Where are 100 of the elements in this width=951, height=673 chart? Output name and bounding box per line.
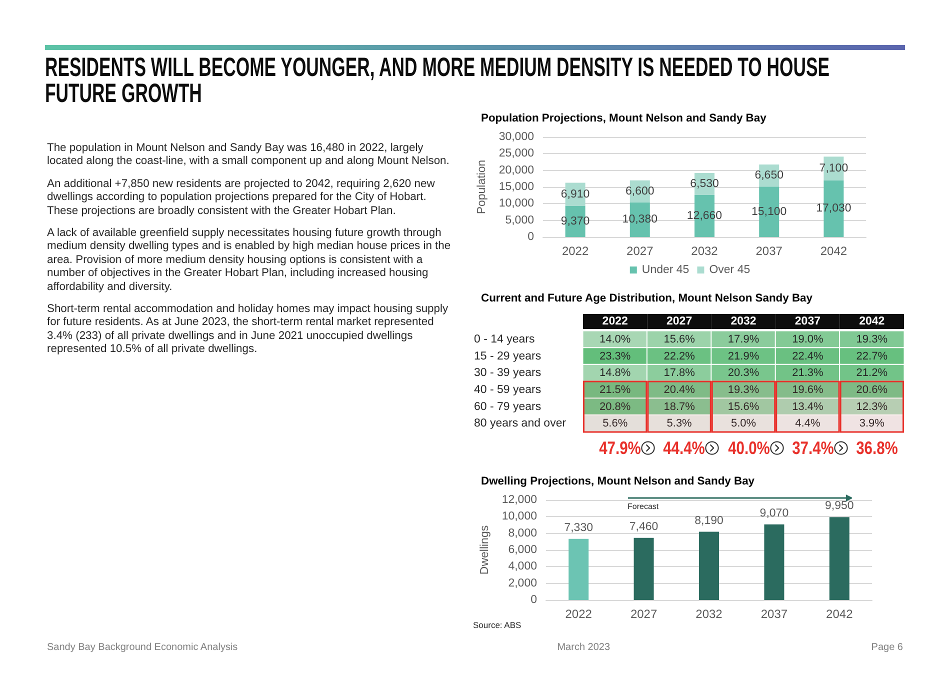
data-label: 12.3% bbox=[856, 400, 888, 413]
chart-title: Dwelling Projections, Mount Nelson and Sandy Bay bbox=[481, 476, 756, 488]
x-tick-label: 2042 bbox=[820, 244, 848, 258]
data-label: 19.0% bbox=[792, 333, 824, 346]
text: RESIDENTS WILL BECOME YOUNGER, AND MORE MEDIUM DENSITY IS NEEDED TO HOUSE FUTURE GROWTH bbox=[45, 52, 830, 108]
text: Page 6 bbox=[871, 641, 903, 654]
data-label: 15.6% bbox=[728, 400, 760, 413]
x-tick-label: 2022 bbox=[562, 244, 589, 258]
y-tick-label: 2,000 bbox=[508, 577, 537, 590]
x-tick-label: 2027 bbox=[630, 607, 658, 621]
y-tick-label: 12,000 bbox=[502, 494, 537, 506]
data-label: 22.7% bbox=[856, 350, 888, 362]
x-tick-label: 2037 bbox=[756, 244, 783, 258]
y-tick-label: 15,000 bbox=[498, 181, 534, 193]
data-label: 19.3% bbox=[856, 333, 888, 346]
data-label: 6,600 bbox=[626, 185, 654, 198]
text: 40.0% bbox=[728, 438, 770, 458]
data-label: 6,910 bbox=[560, 188, 590, 200]
data-label: 23.3% bbox=[600, 350, 631, 362]
text: Short-term rental accommodation and holiday homes may impact housing supply for future residents. As at June 2023, the short-term rental market represented 3.4% (233) of all private dwellings and in June 2021 unoccupied dwellings represented 10.5% of all private dwellings. bbox=[47, 303, 450, 357]
data-label: 20.3% bbox=[728, 367, 760, 380]
data-label: 8,190 bbox=[694, 514, 724, 527]
data-label: 20.4% bbox=[664, 384, 696, 396]
text: March 2023 bbox=[557, 641, 610, 654]
source-note: Source: ABS bbox=[473, 620, 522, 630]
data-label: 22.2% bbox=[664, 350, 696, 362]
y-tick-label: 0 bbox=[528, 231, 534, 243]
data-label: 21.5% bbox=[600, 384, 631, 396]
text: 44.4% bbox=[663, 438, 706, 458]
text: 37.4% bbox=[792, 438, 834, 458]
x-tick-label: 2022 bbox=[565, 607, 592, 621]
data-label: 17.9% bbox=[728, 333, 760, 346]
bar bbox=[699, 532, 719, 600]
x-tick-label: 2032 bbox=[696, 607, 723, 621]
y-tick-label: 20,000 bbox=[498, 164, 534, 176]
y-tick-label: 10,000 bbox=[502, 510, 537, 523]
text: 47.9% bbox=[599, 438, 642, 458]
chart-title: Population Projections, Mount Nelson and Sandy Bay bbox=[481, 112, 768, 124]
data-label: 13.4% bbox=[792, 400, 824, 413]
y-tick-label: 15 - 29 years bbox=[474, 350, 542, 362]
y-tick-label: 4,000 bbox=[508, 560, 537, 573]
data-label: 5.0% bbox=[730, 418, 756, 430]
annotation: Forecast bbox=[628, 502, 659, 512]
data-label: 7,460 bbox=[629, 520, 658, 533]
bar bbox=[829, 517, 850, 600]
data-label: 19.6% bbox=[792, 384, 824, 396]
x-tick-label: 2027 bbox=[666, 316, 692, 328]
data-label: 5.3% bbox=[666, 418, 692, 430]
y-tick-label: 60 - 79 years bbox=[474, 400, 542, 413]
y-tick-label: 10,000 bbox=[498, 198, 534, 210]
data-label: 21.9% bbox=[728, 350, 760, 362]
data-label: 5.6% bbox=[602, 418, 628, 430]
x-tick-label: 2037 bbox=[794, 316, 820, 328]
data-label: 6,650 bbox=[754, 170, 784, 182]
y-tick-label: 5,000 bbox=[505, 214, 534, 226]
y-axis-title: Dwellings bbox=[478, 525, 491, 575]
data-label: 3.9% bbox=[859, 418, 885, 430]
y-axis-title: Population bbox=[476, 160, 488, 214]
y-tick-label: 8,000 bbox=[508, 527, 537, 540]
data-label: 7,330 bbox=[564, 522, 593, 534]
y-tick-label: 30 - 39 years bbox=[474, 367, 542, 380]
legend-label: Over 45 bbox=[709, 264, 750, 276]
bar bbox=[568, 538, 589, 600]
data-label: 22.4% bbox=[792, 350, 824, 362]
x-tick-label: 2042 bbox=[859, 316, 885, 328]
text: A lack of available greenfield supply necessitates housing future growth through medium density dwelling types and is enabled by high median house prices in the area. Provision of more medium density housing options is consistent with a number of objectives in the Greater Hobart Plan, including increased housing affordability and diversity. bbox=[47, 227, 452, 294]
y-tick-label: 40 - 59 years bbox=[474, 384, 542, 396]
x-tick-label: 2022 bbox=[602, 316, 628, 328]
data-label: 4.4% bbox=[795, 418, 820, 430]
bar bbox=[634, 538, 654, 600]
text: 36.8% bbox=[856, 438, 898, 458]
data-label: 17.8% bbox=[664, 367, 696, 380]
x-tick-label: 2027 bbox=[626, 244, 654, 258]
y-tick-label: 0 - 14 years bbox=[474, 333, 535, 346]
data-label: 9,070 bbox=[760, 507, 789, 520]
data-label: 21.3% bbox=[792, 367, 824, 380]
text: Sandy Bay Background Economic Analysis bbox=[47, 641, 238, 654]
legend-label: Under 45 bbox=[642, 264, 690, 276]
data-label: 6,530 bbox=[690, 178, 719, 190]
chart-title: Current and Future Age Distribution, Mount Nelson Sandy Bay bbox=[481, 292, 814, 304]
text: An additional +7,850 new residents are projected to 2042, requiring 2,620 new dwellings according to population projections prepared for the City of Hobart. These projections are broadly consistent with the Greater Hobart Plan. bbox=[47, 178, 436, 218]
y-tick-label: 0 bbox=[530, 594, 537, 606]
data-label: 14.8% bbox=[600, 367, 631, 380]
y-tick-label: 25,000 bbox=[498, 148, 534, 160]
data-label: 7,100 bbox=[819, 162, 848, 174]
y-tick-label: 30,000 bbox=[498, 131, 534, 143]
x-tick-label: 2042 bbox=[826, 607, 854, 621]
x-tick-label: 2032 bbox=[691, 244, 718, 258]
text: The population in Mount Nelson and Sandy Bay was 16,480 in 2022, largely located along the coast-line, with a small component up and along Mount Nelson. bbox=[47, 142, 450, 169]
data-label: 19.3% bbox=[728, 384, 760, 396]
data-label: 20.8% bbox=[600, 400, 631, 413]
x-tick-label: 2032 bbox=[730, 316, 756, 328]
data-label: 21.2% bbox=[856, 367, 888, 380]
y-tick-label: 80 years and over bbox=[474, 418, 566, 430]
data-label: 15.6% bbox=[664, 333, 696, 346]
y-tick-label: 6,000 bbox=[508, 544, 537, 556]
data-label: 9,950 bbox=[825, 500, 854, 512]
data-label: 18.7% bbox=[664, 400, 696, 413]
bar bbox=[764, 524, 784, 600]
data-label: 20.6% bbox=[856, 384, 888, 396]
